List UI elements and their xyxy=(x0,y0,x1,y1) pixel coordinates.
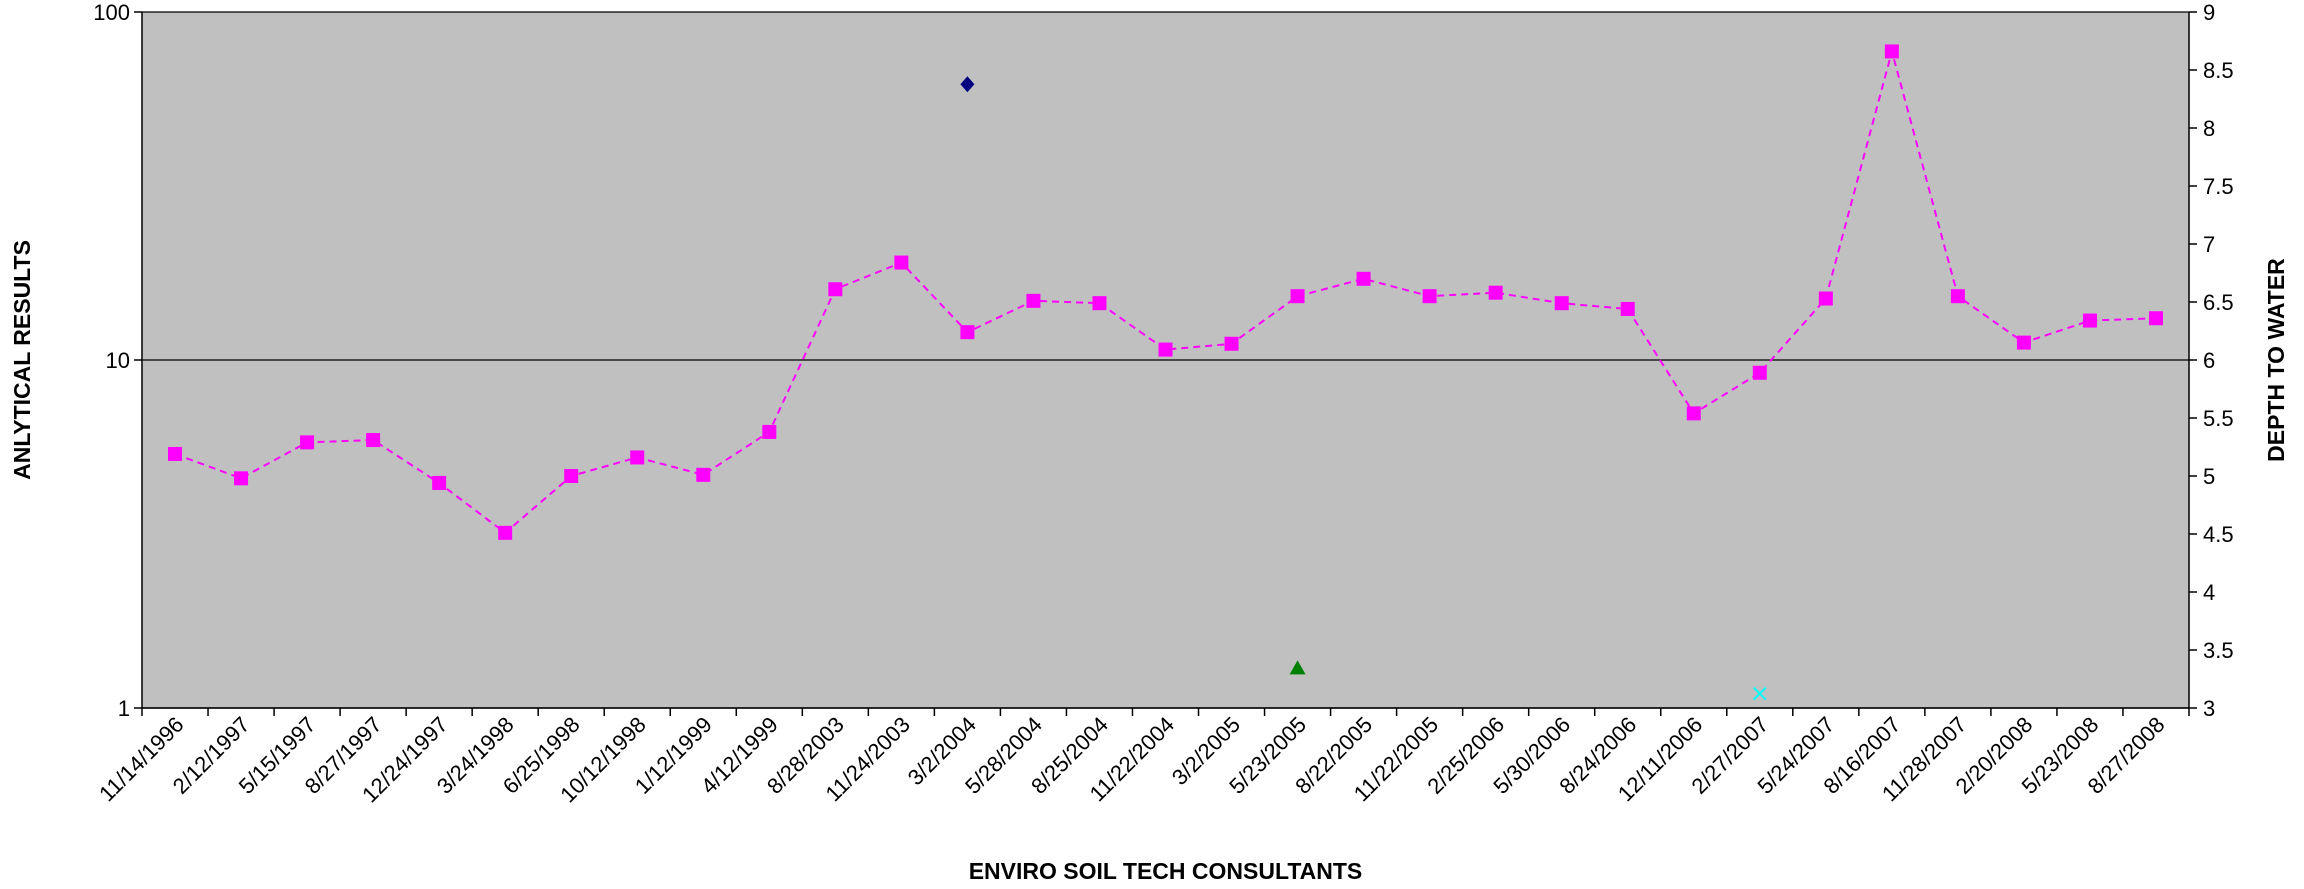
data-point-square xyxy=(894,255,909,270)
data-point-x xyxy=(1753,686,1767,701)
y2-tick-label: 9 xyxy=(2203,0,2215,25)
y2-tick-label: 7 xyxy=(2203,232,2215,257)
data-point-square xyxy=(1290,289,1305,304)
y2-tick-label: 8 xyxy=(2203,116,2215,141)
y2-tick-label: 7.5 xyxy=(2203,174,2234,199)
x-tick-label: 11/14/1996 xyxy=(94,712,188,806)
y2-tick-label: 3 xyxy=(2203,696,2215,721)
y2-axis-title: DEPTH TO WATER xyxy=(2263,258,2289,462)
data-point-square xyxy=(432,475,447,490)
data-point-square xyxy=(1158,342,1173,357)
data-point-square xyxy=(1884,44,1899,59)
data-point-square xyxy=(1686,406,1701,421)
x-axis-title: ENVIRO SOIL TECH CONSULTANTS xyxy=(969,858,1363,884)
data-point-square xyxy=(2082,313,2097,328)
data-point-square xyxy=(2016,335,2031,350)
data-point-square xyxy=(564,469,579,483)
y2-tick-label: 5.5 xyxy=(2203,406,2234,431)
y2-tick-label: 4 xyxy=(2203,580,2215,605)
data-point-square xyxy=(1950,289,1965,304)
data-point-square xyxy=(1554,296,1569,311)
y-tick-label: 10 xyxy=(106,348,130,373)
data-point-square xyxy=(1422,289,1437,304)
data-point-square xyxy=(762,424,777,439)
data-point-square xyxy=(1488,285,1503,300)
y2-tick-label: 8.5 xyxy=(2203,58,2234,83)
data-point-square xyxy=(498,525,513,540)
data-point-square xyxy=(1356,271,1371,286)
y2-tick-label: 3.5 xyxy=(2203,638,2234,663)
data-point-square xyxy=(1818,291,1833,306)
data-point-square xyxy=(168,446,183,461)
y2-tick-label: 5 xyxy=(2203,464,2215,489)
data-point-square xyxy=(1224,336,1239,351)
axes xyxy=(134,11,2197,716)
data-point-square xyxy=(234,471,249,486)
y2-tick-label: 4.5 xyxy=(2203,522,2234,547)
data-point-triangle xyxy=(1289,660,1306,675)
y-axis-title: ANLYTICAL RESULTS xyxy=(9,240,35,480)
data-point-square xyxy=(366,433,381,448)
data-point-diamond xyxy=(960,76,975,93)
marker-layer xyxy=(168,44,2163,701)
y2-tick-label: 6.5 xyxy=(2203,290,2234,315)
data-point-square xyxy=(696,467,711,482)
y-tick-label: 100 xyxy=(93,0,130,25)
data-point-square xyxy=(828,282,843,297)
data-point-square xyxy=(300,435,315,450)
data-point-square xyxy=(1092,296,1107,311)
data-point-square xyxy=(960,325,975,340)
data-point-square xyxy=(1026,293,1041,308)
y-tick-label: 1 xyxy=(118,696,130,721)
y2-tick-label: 6 xyxy=(2203,348,2215,373)
data-point-square xyxy=(2148,311,2163,326)
data-point-square xyxy=(1752,365,1767,380)
data-point-square xyxy=(630,450,645,465)
data-point-square xyxy=(1620,301,1635,316)
